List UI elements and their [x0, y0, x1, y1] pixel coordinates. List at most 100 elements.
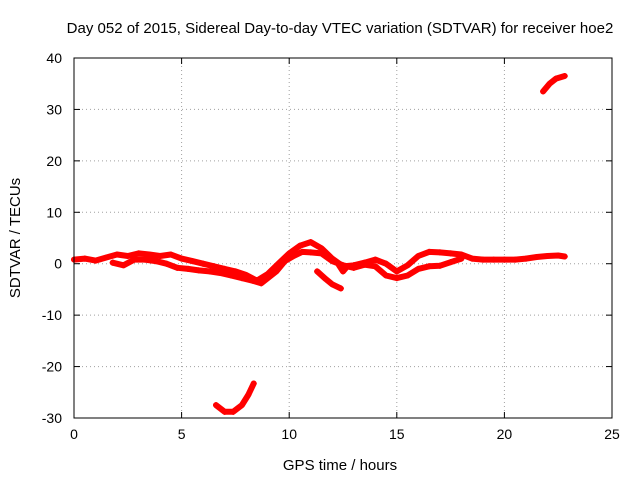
plot-frame	[73, 57, 613, 419]
data-point	[490, 256, 497, 263]
data-point	[426, 263, 433, 270]
data-point	[533, 254, 540, 261]
data-point	[238, 402, 245, 409]
data-point	[322, 276, 329, 283]
data-point	[415, 253, 422, 259]
data-point	[337, 285, 344, 292]
data-point	[258, 280, 265, 287]
x-tick-label: 0	[70, 426, 78, 442]
data-point	[109, 259, 116, 266]
y-tick-label: -30	[42, 410, 62, 426]
data-point	[238, 275, 245, 282]
data-point	[228, 272, 235, 279]
data-point	[103, 254, 110, 261]
y-tick-label: 20	[46, 153, 62, 169]
data-point	[249, 277, 256, 284]
data-point	[501, 256, 508, 263]
data-point	[307, 239, 314, 246]
y-axis-label: SDTVAR / TECUs	[7, 178, 24, 298]
data-point	[189, 258, 196, 265]
data-point	[131, 256, 138, 263]
x-tick-label: 15	[389, 426, 405, 442]
data-point	[210, 263, 217, 270]
axis-ticks: 0 5 10 15 20 25 -30 -20 -10 0 10 20 30 40	[42, 50, 620, 442]
data-point	[230, 408, 237, 415]
data-point	[415, 265, 422, 272]
data-point	[335, 261, 342, 268]
y-tick-label: 40	[46, 50, 62, 66]
data-point	[142, 256, 149, 263]
data-point	[458, 255, 465, 262]
data-point	[200, 260, 207, 267]
data-point	[393, 268, 400, 275]
data-point	[157, 253, 164, 259]
x-tick-label: 10	[281, 426, 297, 442]
data-point	[146, 251, 153, 258]
data-point	[264, 275, 271, 282]
data-point	[245, 391, 252, 398]
x-axis-label: GPS time / hours	[283, 457, 397, 474]
data-point	[522, 255, 529, 262]
data-point	[561, 73, 568, 79]
data-point	[206, 268, 213, 275]
data-point	[318, 250, 325, 257]
data-point	[114, 251, 121, 258]
chart-title: Day 052 of 2015, Sidereal Day-to-day VTE…	[67, 20, 614, 37]
data-point	[404, 272, 411, 279]
data-point	[436, 262, 443, 269]
data-point	[372, 263, 379, 270]
data-point	[290, 253, 297, 259]
data-point	[221, 265, 228, 272]
data-point	[512, 256, 519, 263]
data-point	[361, 261, 368, 268]
data-point	[185, 265, 192, 272]
y-tick-label: 30	[46, 101, 62, 117]
x-tick-label: 25	[604, 426, 620, 442]
y-tick-label: -10	[42, 307, 62, 323]
data-point	[372, 256, 379, 263]
data-point	[329, 258, 336, 265]
data-point	[281, 258, 288, 265]
data-point	[124, 253, 131, 259]
y-tick-label: -20	[42, 359, 62, 375]
data-point	[120, 262, 127, 269]
data-point	[555, 252, 562, 259]
data-point	[404, 262, 411, 269]
data-point	[436, 249, 443, 256]
data-point	[307, 249, 314, 256]
data-point	[553, 75, 560, 82]
data-point	[350, 264, 357, 271]
data-point	[314, 268, 321, 275]
y-tick-label: 10	[46, 204, 62, 220]
data-point	[178, 255, 185, 262]
data-point	[299, 248, 306, 255]
drop-segment-line	[314, 268, 344, 292]
data-point	[447, 250, 454, 257]
data-point	[340, 268, 346, 275]
data-point	[213, 402, 220, 409]
data-point	[232, 268, 239, 275]
y-tick-label: 0	[54, 256, 62, 272]
data-series	[71, 73, 568, 415]
data-point	[318, 245, 325, 252]
data-point	[135, 250, 142, 257]
data-point	[479, 256, 486, 263]
data-point	[544, 253, 551, 259]
data-point	[329, 281, 336, 288]
x-tick-label: 20	[497, 426, 513, 442]
data-point	[426, 248, 433, 255]
data-point	[167, 251, 174, 258]
data-point	[561, 253, 568, 260]
data-point	[273, 268, 280, 275]
data-point	[469, 255, 476, 262]
data-point	[383, 272, 390, 279]
data-point	[92, 257, 99, 264]
x-tick-label: 5	[178, 426, 186, 442]
data-point	[163, 260, 170, 267]
data-point	[546, 80, 553, 87]
data-point	[383, 260, 390, 267]
lower-arc-line	[213, 380, 257, 415]
data-point	[195, 267, 202, 274]
